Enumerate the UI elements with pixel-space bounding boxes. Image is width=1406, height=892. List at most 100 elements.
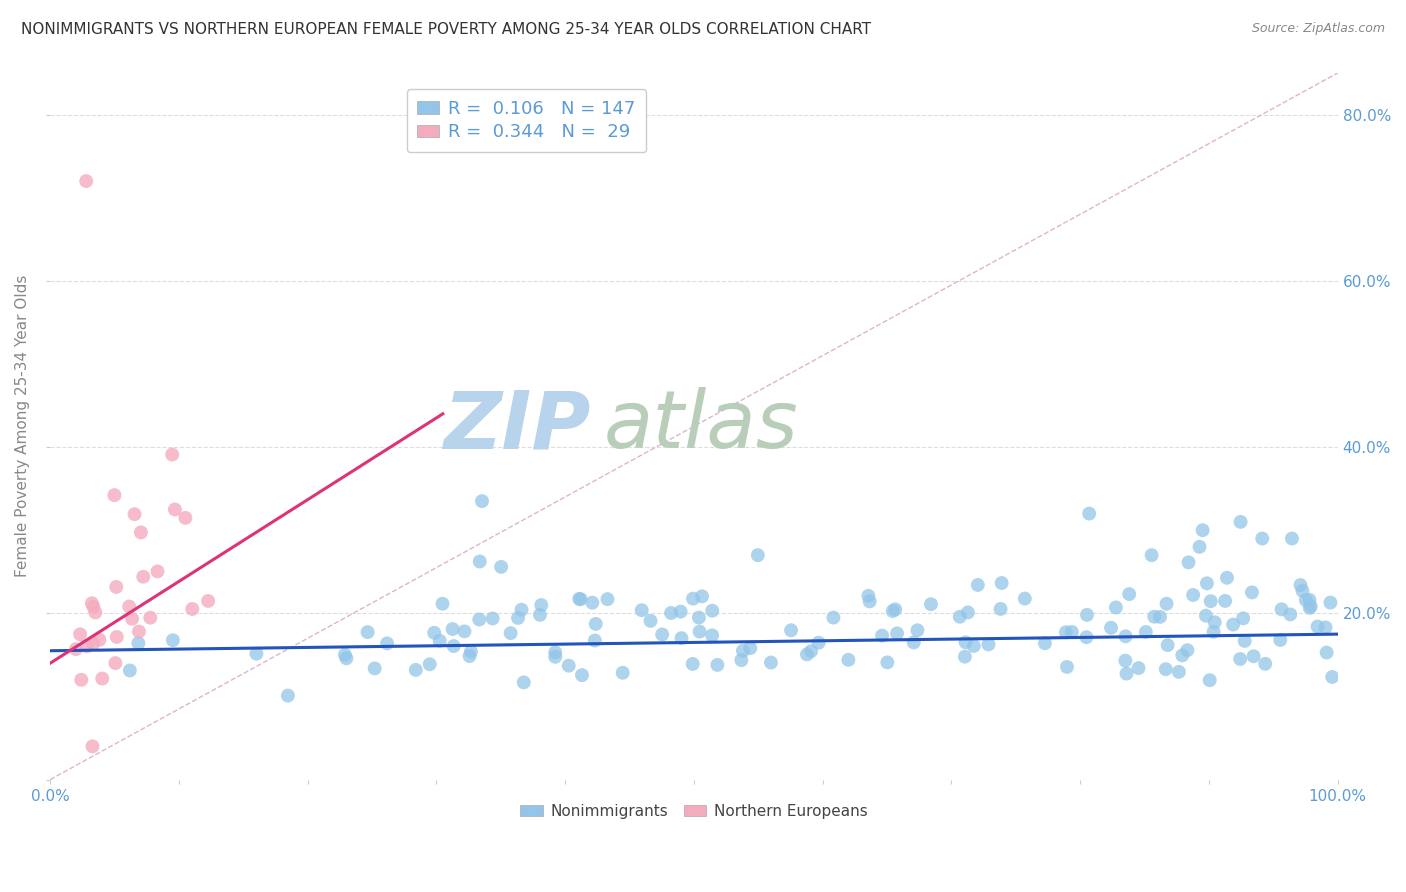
Nonimmigrants: [682, 657, 704, 671]
Northern Europeans: [82, 599, 104, 614]
Nonimmigrants: [1060, 624, 1083, 639]
Nonimmigrants: [1213, 594, 1236, 608]
Nonimmigrants: [1251, 532, 1274, 546]
Nonimmigrants: [949, 609, 972, 624]
Nonimmigrants: [702, 604, 724, 618]
Nonimmigrants: [460, 644, 482, 658]
Nonimmigrants: [1115, 629, 1137, 643]
Northern Europeans: [128, 624, 150, 639]
Nonimmigrants: [659, 606, 682, 620]
Nonimmigrants: [1105, 600, 1128, 615]
Nonimmigrants: [1033, 636, 1056, 650]
Nonimmigrants: [277, 689, 299, 703]
Nonimmigrants: [920, 597, 942, 611]
Northern Europeans: [174, 511, 197, 525]
Northern Europeans: [69, 627, 91, 641]
Nonimmigrants: [423, 625, 446, 640]
Northern Europeans: [118, 599, 141, 614]
Nonimmigrants: [1295, 593, 1317, 607]
Nonimmigrants: [1056, 660, 1078, 674]
Nonimmigrants: [1254, 657, 1277, 671]
Nonimmigrants: [499, 626, 522, 640]
Nonimmigrants: [700, 628, 723, 642]
Nonimmigrants: [1298, 592, 1320, 607]
Nonimmigrants: [1143, 609, 1166, 624]
Northern Europeans: [129, 525, 152, 540]
Nonimmigrants: [333, 648, 356, 662]
Nonimmigrants: [458, 649, 481, 664]
Nonimmigrants: [1229, 652, 1251, 666]
Legend: Nonimmigrants, Northern Europeans: Nonimmigrants, Northern Europeans: [513, 797, 875, 825]
Nonimmigrants: [443, 639, 465, 653]
Nonimmigrants: [1299, 600, 1322, 615]
Nonimmigrants: [1154, 662, 1177, 676]
Northern Europeans: [163, 502, 186, 516]
Nonimmigrants: [1204, 615, 1226, 630]
Northern Europeans: [197, 594, 219, 608]
Nonimmigrants: [807, 635, 830, 649]
Northern Europeans: [89, 632, 111, 647]
Northern Europeans: [82, 637, 104, 651]
Nonimmigrants: [1232, 611, 1254, 625]
Nonimmigrants: [419, 657, 441, 672]
Nonimmigrants: [513, 675, 536, 690]
Text: Source: ZipAtlas.com: Source: ZipAtlas.com: [1251, 22, 1385, 36]
Nonimmigrants: [1078, 507, 1101, 521]
Nonimmigrants: [1233, 633, 1256, 648]
Nonimmigrants: [1229, 515, 1251, 529]
Nonimmigrants: [1240, 585, 1263, 599]
Nonimmigrants: [1171, 648, 1194, 663]
Nonimmigrants: [356, 625, 378, 640]
Nonimmigrants: [858, 589, 880, 603]
Nonimmigrants: [682, 591, 704, 606]
Nonimmigrants: [953, 649, 976, 664]
Northern Europeans: [82, 739, 104, 754]
Nonimmigrants: [1222, 617, 1244, 632]
Nonimmigrants: [966, 578, 988, 592]
Nonimmigrants: [510, 603, 533, 617]
Nonimmigrants: [796, 648, 818, 662]
Nonimmigrants: [1270, 632, 1292, 647]
Y-axis label: Female Poverty Among 25-34 Year Olds: Female Poverty Among 25-34 Year Olds: [15, 275, 30, 577]
Northern Europeans: [121, 612, 143, 626]
Northern Europeans: [91, 672, 114, 686]
Nonimmigrants: [544, 649, 567, 664]
Nonimmigrants: [429, 633, 451, 648]
Nonimmigrants: [884, 602, 907, 616]
Nonimmigrants: [596, 592, 619, 607]
Nonimmigrants: [630, 603, 652, 617]
Nonimmigrants: [468, 613, 491, 627]
Nonimmigrants: [335, 651, 357, 665]
Nonimmigrants: [1202, 624, 1225, 639]
Nonimmigrants: [1177, 555, 1199, 569]
Nonimmigrants: [956, 606, 979, 620]
Nonimmigrants: [1118, 587, 1140, 601]
Northern Europeans: [132, 570, 155, 584]
Nonimmigrants: [481, 611, 503, 625]
Nonimmigrants: [1182, 588, 1205, 602]
Text: NONIMMIGRANTS VS NORTHERN EUROPEAN FEMALE POVERTY AMONG 25-34 YEAR OLDS CORRELAT: NONIMMIGRANTS VS NORTHERN EUROPEAN FEMAL…: [21, 22, 872, 37]
Nonimmigrants: [557, 658, 579, 673]
Text: ZIP: ZIP: [443, 387, 591, 466]
Nonimmigrants: [640, 614, 662, 628]
Nonimmigrants: [731, 644, 754, 658]
Nonimmigrants: [1167, 665, 1189, 679]
Nonimmigrants: [859, 594, 882, 608]
Nonimmigrants: [1195, 608, 1218, 623]
Nonimmigrants: [955, 635, 977, 649]
Nonimmigrants: [1199, 594, 1222, 608]
Nonimmigrants: [689, 624, 711, 639]
Nonimmigrants: [1076, 607, 1098, 622]
Nonimmigrants: [1195, 576, 1218, 591]
Nonimmigrants: [1140, 548, 1163, 562]
Northern Europeans: [105, 580, 128, 594]
Nonimmigrants: [1216, 571, 1239, 585]
Text: atlas: atlas: [603, 387, 799, 466]
Nonimmigrants: [706, 657, 728, 672]
Nonimmigrants: [870, 629, 893, 643]
Nonimmigrants: [886, 626, 908, 640]
Nonimmigrants: [740, 641, 762, 656]
Northern Europeans: [103, 488, 125, 502]
Nonimmigrants: [1054, 625, 1077, 640]
Northern Europeans: [146, 565, 169, 579]
